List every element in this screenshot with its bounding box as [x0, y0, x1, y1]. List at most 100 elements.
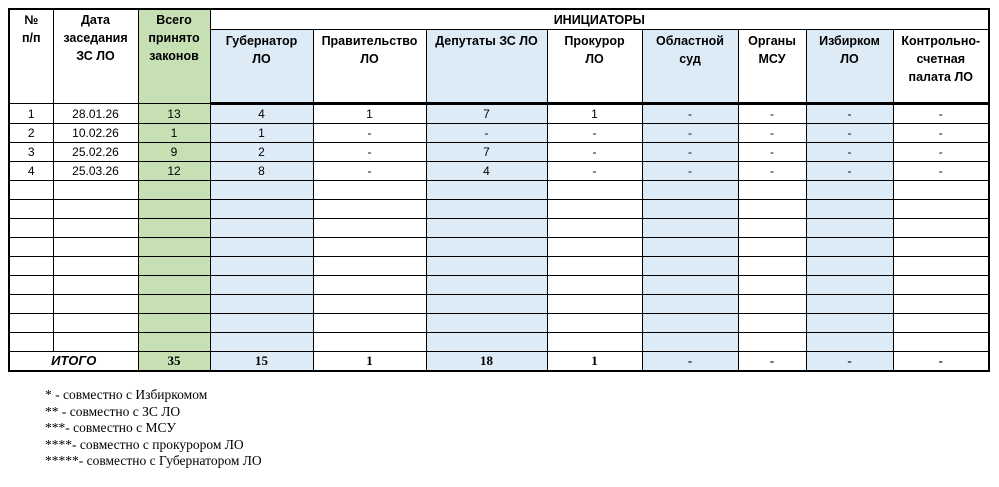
- table-cell: [137, 256, 211, 276]
- table-row: [8, 256, 990, 276]
- total-cell: 35: [137, 351, 211, 372]
- table-cell: [805, 275, 894, 295]
- table-cell: [892, 294, 990, 314]
- table-row: [8, 199, 990, 219]
- table-cell: [312, 294, 427, 314]
- table-cell: [641, 237, 739, 257]
- total-cell: -: [892, 351, 990, 372]
- table-cell: [209, 294, 314, 314]
- table-cell: [425, 294, 548, 314]
- totals-row: ИТОГО 35 15 1 18 1- - - -: [8, 351, 990, 372]
- table-cell: [892, 237, 990, 257]
- header-line: Дата: [81, 13, 110, 27]
- header-line: ЛО: [585, 52, 604, 66]
- header-line: суд: [679, 52, 701, 66]
- table-cell: [737, 180, 807, 200]
- table-cell: [209, 199, 314, 219]
- table-cell: [892, 275, 990, 295]
- table-cell: [52, 313, 139, 333]
- header-line: Избирком: [819, 34, 880, 48]
- table-cell: 2: [8, 123, 54, 143]
- header-initiator: Правительство ЛО: [312, 29, 427, 105]
- table-cell: [892, 332, 990, 352]
- table-cell: -: [641, 161, 739, 181]
- header-line: ЛО: [252, 52, 271, 66]
- table-cell: 4: [209, 103, 314, 124]
- footnote: ** - совместно с ЗС ЛО: [45, 403, 181, 419]
- header-line: ЛО: [840, 52, 859, 66]
- table-cell: -: [312, 142, 427, 162]
- table-cell: 1: [546, 103, 643, 124]
- table-cell: [8, 332, 54, 352]
- table-cell: [425, 199, 548, 219]
- table-cell: [737, 275, 807, 295]
- table-cell: 1: [209, 123, 314, 143]
- table-row: [8, 313, 990, 333]
- table-cell: -: [641, 103, 739, 124]
- table-cell: [52, 237, 139, 257]
- header-line: принято: [148, 31, 200, 45]
- table-cell: [137, 199, 211, 219]
- table-row: [8, 332, 990, 352]
- table-cell: [312, 237, 427, 257]
- table-cell: [137, 313, 211, 333]
- header-initiator: Прокурор ЛО: [546, 29, 643, 105]
- header-line: Правительство: [321, 34, 418, 48]
- table-cell: [8, 256, 54, 276]
- table-row: 1 28.01.26 13 4 1 7 1- - - -: [8, 103, 990, 124]
- footnote: * - совместно с Избиркомом: [45, 387, 208, 402]
- header-line: заседания: [63, 31, 128, 45]
- table-cell: [312, 180, 427, 200]
- table-cell: 1: [8, 103, 54, 124]
- table-cell: [805, 332, 894, 352]
- header-line: ЗС ЛО: [76, 49, 115, 63]
- table-cell: [8, 199, 54, 219]
- table-cell: [425, 237, 548, 257]
- table-cell: [805, 294, 894, 314]
- header-line: Органы: [748, 34, 796, 48]
- table-cell: [209, 275, 314, 295]
- footnote: ****- совместно с прокурором ЛО: [45, 436, 244, 452]
- table-cell: [546, 256, 643, 276]
- table-cell: [805, 199, 894, 219]
- table-cell: [892, 199, 990, 219]
- table-cell: [8, 275, 54, 295]
- table-cell: -: [737, 161, 807, 181]
- table-cell: [892, 256, 990, 276]
- table-cell: [546, 218, 643, 238]
- header-total: Всего принято законов: [137, 8, 211, 104]
- header-line: палата ЛО: [908, 70, 973, 84]
- table-cell: [892, 313, 990, 333]
- table-cell: 1: [312, 103, 427, 124]
- table-cell: [737, 256, 807, 276]
- table-cell: [641, 275, 739, 295]
- table-cell: [641, 294, 739, 314]
- total-cell: -: [641, 351, 739, 372]
- table-cell: [312, 275, 427, 295]
- header-line: законов: [149, 49, 199, 63]
- table-cell: 2: [209, 142, 314, 162]
- table-row: [8, 294, 990, 314]
- table-cell: [52, 275, 139, 295]
- table-cell: [546, 313, 643, 333]
- header-line: Губернатор: [225, 34, 298, 48]
- table-row: 4 25.03.26 12 8-4- - - - -: [8, 161, 990, 181]
- table-cell: [737, 199, 807, 219]
- footnotes: * - совместно с Избиркомом ** - совместно…: [45, 387, 262, 470]
- table-cell: -: [737, 103, 807, 124]
- table-cell: [209, 313, 314, 333]
- table-cell: [641, 180, 739, 200]
- footnote: *****- совместно с Губернатором ЛО: [45, 453, 262, 468]
- table-cell: [737, 237, 807, 257]
- table-cell: 3: [8, 142, 54, 162]
- header-initiator: Органы МСУ: [737, 29, 807, 105]
- table-cell: [137, 332, 211, 352]
- table-cell: [641, 199, 739, 219]
- table-cell: [737, 218, 807, 238]
- table-cell: [892, 180, 990, 200]
- table-cell: [312, 313, 427, 333]
- table-cell: [425, 256, 548, 276]
- table-cell: [209, 256, 314, 276]
- table-cell: [312, 199, 427, 219]
- table-cell: [209, 180, 314, 200]
